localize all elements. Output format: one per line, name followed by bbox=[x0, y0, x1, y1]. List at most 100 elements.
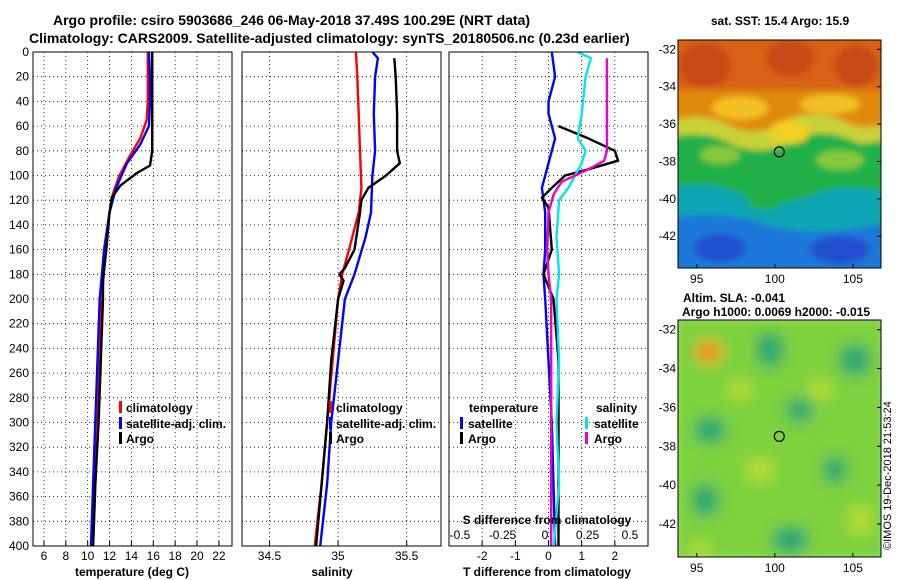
sla-map-subtitle: Argo h1000: 0.0069 h2000: -0.015 bbox=[682, 305, 870, 319]
series-line-salinity-argo bbox=[546, 58, 609, 546]
legend-satellite-swatch bbox=[119, 417, 122, 429]
lat-tick-label: -42 bbox=[659, 229, 677, 243]
legend-argo-swatch bbox=[329, 432, 332, 444]
depth-tick-label: 0 bbox=[22, 45, 29, 59]
lat-tick-label: -36 bbox=[659, 400, 677, 414]
salinity-grid bbox=[242, 52, 441, 546]
temperature-legend: climatology satellite-adj. clim. Argo bbox=[119, 401, 226, 446]
imos-credit: ©IMOS 19-Dec-2018 21:53:24 bbox=[882, 401, 894, 550]
x-tick-label: 6 bbox=[41, 549, 48, 563]
x-tick-label: 22 bbox=[212, 549, 226, 563]
figure-title-line2: Climatology: CARS2009. Satellite-adjuste… bbox=[29, 30, 630, 46]
s-difference-tick-label: 0.5 bbox=[622, 528, 639, 542]
series-line-argo bbox=[91, 52, 154, 546]
depth-tick-label: 240 bbox=[9, 341, 29, 355]
x-tick-label: -1 bbox=[510, 549, 521, 563]
legend-satellite-label: satellite-adj. clim. bbox=[126, 417, 226, 431]
sst-lat-tick-labels: -32 -34 -36 -38 -40 -42 bbox=[659, 42, 881, 243]
legend-climatology-label: climatology bbox=[126, 401, 193, 415]
lat-tick-label: -42 bbox=[659, 517, 677, 531]
depth-tick-label: 220 bbox=[9, 317, 29, 331]
depth-tick-label: 140 bbox=[9, 218, 29, 232]
x-tick-label: 14 bbox=[125, 549, 139, 563]
legend-t-satellite-swatch bbox=[460, 417, 463, 429]
x-tick-label: 20 bbox=[190, 549, 204, 563]
lon-tick-label: 105 bbox=[843, 561, 863, 575]
s-difference-tick-label: 0 bbox=[542, 528, 549, 542]
s-difference-tick-label: 0.25 bbox=[576, 528, 600, 542]
legend-climatology-swatch bbox=[119, 401, 122, 413]
salinity-panel: 34.5 35 35.5 salinity climatology satellit… bbox=[241, 51, 442, 579]
depth-tick-label: 60 bbox=[16, 119, 30, 133]
x-tick-label: -2 bbox=[477, 549, 488, 563]
legend-argo-label: Argo bbox=[336, 432, 364, 446]
difference-lines bbox=[540, 52, 620, 546]
difference-legend: temperature satellite Argo salinity sate… bbox=[460, 401, 639, 446]
x-tick-label: 1 bbox=[578, 549, 585, 563]
x-tick-label: 34.5 bbox=[258, 549, 282, 563]
series-line-argo bbox=[314, 58, 401, 546]
lat-tick-label: -38 bbox=[659, 154, 677, 168]
temperature-frame bbox=[32, 51, 233, 547]
temperature-tick-labels: 6 8 10 12 14 16 18 20 22 bbox=[41, 549, 226, 563]
lat-tick-label: -36 bbox=[659, 117, 677, 131]
depth-tick-label: 200 bbox=[9, 292, 29, 306]
depth-tick-label: 20 bbox=[16, 70, 30, 84]
sst-map: sat. SST: 15.4 Argo: 15.9 bbox=[659, 14, 882, 286]
salinity-lines bbox=[313, 52, 401, 546]
t-difference-tick-labels: -2 -1 0 1 2 bbox=[477, 549, 619, 563]
sla-lon-tick-labels: 95 100 105 bbox=[690, 553, 863, 575]
s-difference-tick-label: -0.25 bbox=[489, 528, 517, 542]
sla-argo-location-marker bbox=[773, 430, 785, 442]
lat-tick-label: -34 bbox=[659, 80, 677, 94]
depth-tick-label: 40 bbox=[16, 94, 30, 108]
depth-tick-label: 120 bbox=[9, 193, 29, 207]
depth-tick-label: 380 bbox=[9, 514, 29, 528]
legend-satellite-label: satellite-adj. clim. bbox=[336, 417, 436, 431]
legend-s-satellite-label: satellite bbox=[594, 417, 639, 431]
legend-climatology-label: climatology bbox=[336, 401, 403, 415]
series-line-satellite-adj-clim- bbox=[89, 52, 152, 546]
lat-tick-label: -40 bbox=[659, 478, 677, 492]
s-difference-tick-label: -0.5 bbox=[450, 528, 471, 542]
x-tick-label: 2 bbox=[611, 549, 618, 563]
legend-satellite-swatch bbox=[329, 417, 332, 429]
x-tick-label: 10 bbox=[81, 549, 95, 563]
legend-argo-label: Argo bbox=[126, 432, 154, 446]
legend-t-satellite-label: satellite bbox=[468, 417, 513, 431]
depth-tick-label: 280 bbox=[9, 391, 29, 405]
legend-temperature-title: temperature bbox=[469, 401, 539, 415]
sla-field bbox=[678, 320, 881, 557]
depth-tick-label: 80 bbox=[16, 144, 30, 158]
sla-map: Altim. SLA: -0.041 Argo h1000: 0.0069 h2… bbox=[659, 291, 882, 575]
x-tick-label: 16 bbox=[147, 549, 161, 563]
lon-tick-label: 95 bbox=[690, 561, 704, 575]
sst-field bbox=[678, 40, 881, 268]
lon-tick-label: 105 bbox=[843, 272, 863, 286]
x-tick-label: 18 bbox=[168, 549, 182, 563]
depth-tick-label: 160 bbox=[9, 243, 29, 257]
depth-tick-label: 180 bbox=[9, 267, 29, 281]
x-tick-label: 8 bbox=[62, 549, 69, 563]
sst-map-frame bbox=[677, 39, 882, 269]
x-tick-label: 0 bbox=[545, 549, 552, 563]
legend-s-argo-swatch bbox=[585, 432, 588, 444]
temperature-xlabel: temperature (deg C) bbox=[75, 565, 189, 579]
sla-lat-tick-labels: -32 -34 -36 -38 -40 -42 bbox=[659, 323, 881, 531]
salinity-xlabel: salinity bbox=[311, 565, 353, 579]
legend-climatology-swatch bbox=[329, 401, 332, 413]
x-tick-label: 35 bbox=[331, 549, 345, 563]
legend-s-satellite-swatch bbox=[585, 417, 588, 429]
depth-tick-label: 360 bbox=[9, 490, 29, 504]
depth-tick-labels: 0 20 40 60 80 100 120 140 160 180 200 220 240 260 280 3… bbox=[9, 45, 29, 553]
temperature-grid bbox=[33, 52, 232, 546]
x-tick-label: 35.5 bbox=[395, 549, 419, 563]
lon-tick-label: 100 bbox=[765, 561, 785, 575]
salinity-tick-labels: 34.5 35 35.5 bbox=[258, 549, 419, 563]
series-line-salinity-satellite bbox=[552, 52, 593, 546]
temperature-panel: 0 20 40 60 80 100 120 140 160 180 200 220 240 260 280 3… bbox=[9, 45, 233, 579]
sla-map-frame bbox=[677, 319, 882, 558]
temperature-lines bbox=[89, 52, 154, 546]
difference-panel: -2 -1 0 1 2 -0.5 -0.25 0 0.25 0.5 S difference f… bbox=[448, 51, 649, 579]
lon-tick-label: 95 bbox=[690, 272, 704, 286]
